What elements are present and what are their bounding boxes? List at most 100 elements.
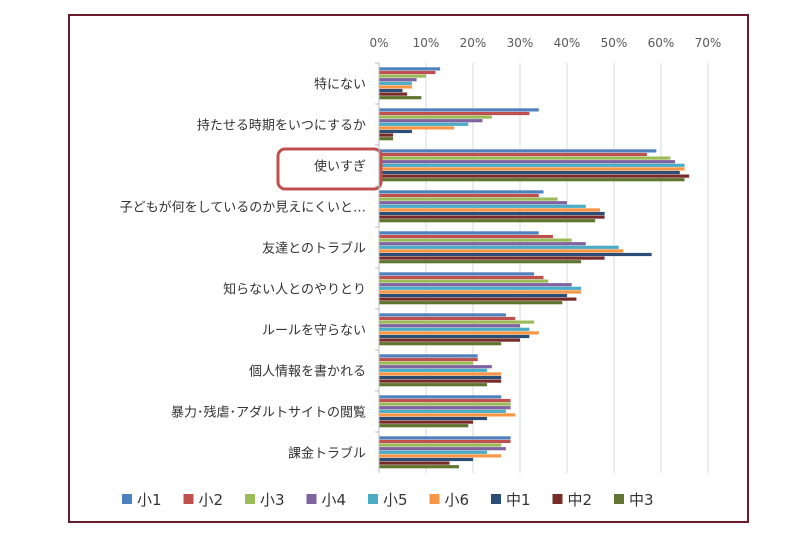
bar-小2-6 [379, 316, 516, 321]
bar-小1-0 [379, 67, 441, 71]
bar-小3-6 [379, 320, 535, 324]
bar-小1-5 [379, 272, 535, 276]
legend-label: 小4 [322, 491, 347, 509]
bar-中1-7 [379, 375, 502, 380]
bar-小6-3 [379, 208, 600, 212]
bar-中2-3 [379, 215, 605, 219]
bar-中3-7 [379, 383, 488, 387]
legend-swatch-小6 [429, 494, 440, 504]
bar-中1-2 [379, 170, 680, 175]
bar-小1-6 [379, 313, 506, 317]
bar-小5-2 [379, 163, 685, 167]
bar-小3-4 [379, 238, 572, 242]
category-label: ルールを守らない [262, 324, 366, 339]
bar-小4-7 [379, 365, 492, 369]
bar-小5-6 [379, 327, 530, 331]
bar-中2-5 [379, 297, 577, 301]
bar-小4-9 [379, 447, 506, 451]
bar-中2-9 [379, 461, 450, 465]
bar-小6-9 [379, 454, 502, 458]
bar-中1-9 [379, 457, 473, 462]
category-label: 知らない人とのやりとり [223, 282, 366, 298]
category-label: 使いすぎ [314, 159, 366, 175]
bar-中1-6 [379, 334, 530, 339]
x-tick-label: 70% [695, 36, 722, 50]
bar-小3-8 [379, 402, 511, 406]
bar-小1-9 [379, 436, 511, 440]
bar-小4-6 [379, 324, 520, 328]
legend-label: 小1 [137, 491, 162, 509]
bar-小4-8 [379, 406, 511, 410]
bar-中1-5 [379, 293, 567, 298]
bar-小6-6 [379, 331, 539, 335]
bar-小2-9 [379, 439, 511, 444]
legend-swatch-小3 [245, 494, 255, 504]
bar-中2-7 [379, 379, 502, 383]
bar-中3-9 [379, 465, 459, 469]
bar-小4-5 [379, 283, 572, 287]
bar-中1-3 [379, 211, 605, 216]
bar-小6-1 [379, 126, 455, 130]
x-tick-label: 20% [460, 36, 487, 50]
bar-小2-0 [379, 70, 436, 75]
bar-小4-2 [379, 160, 676, 164]
legend-label: 中3 [629, 491, 654, 509]
legend-swatch-中1 [491, 494, 501, 504]
bar-中3-0 [379, 96, 422, 100]
x-tick-label: 30% [507, 36, 534, 50]
legend-label: 小3 [260, 491, 285, 509]
bar-小5-5 [379, 286, 582, 290]
bar-小3-5 [379, 279, 549, 283]
bar-中2-4 [379, 256, 605, 260]
x-tick-label: 50% [601, 36, 628, 50]
bar-小6-4 [379, 249, 624, 253]
bar-小1-3 [379, 190, 544, 194]
bar-小2-7 [379, 357, 478, 362]
bar-中3-4 [379, 260, 582, 264]
bar-小6-2 [379, 167, 685, 171]
legend-label: 小2 [199, 491, 224, 509]
legend-label: 中1 [506, 491, 531, 509]
legend-label: 小5 [383, 491, 408, 509]
legend-swatch-中2 [552, 494, 563, 504]
bar-中3-6 [379, 342, 502, 346]
bar-小5-4 [379, 245, 619, 249]
bar-小5-8 [379, 409, 506, 413]
bar-小2-4 [379, 234, 553, 239]
legend-label: 小6 [445, 491, 470, 509]
category-label: 個人情報を書かれる [249, 365, 366, 380]
category-label: 特にない [314, 78, 366, 93]
legend-swatch-中3 [614, 494, 624, 504]
category-label: 子どもが何をしているのか見えにくいと… [120, 200, 366, 216]
x-tick-label: 40% [554, 36, 581, 50]
legend-swatch-小2 [183, 494, 194, 504]
bar-中1-4 [379, 252, 652, 257]
bar-小1-1 [379, 108, 539, 112]
bar-中2-8 [379, 420, 473, 424]
bar-小3-2 [379, 156, 671, 160]
legend-swatch-小4 [306, 494, 317, 504]
bar-中1-0 [379, 88, 403, 93]
bar-小2-8 [379, 398, 511, 403]
bar-中3-8 [379, 424, 469, 428]
bar-小4-1 [379, 119, 483, 123]
bar-中2-1 [379, 133, 394, 137]
bar-小3-7 [379, 361, 473, 365]
bar-小5-7 [379, 368, 488, 372]
legend-swatch-小1 [122, 494, 132, 504]
bar-中2-6 [379, 338, 520, 342]
bar-中3-3 [379, 219, 596, 223]
bar-中1-8 [379, 416, 488, 421]
bar-小3-0 [379, 74, 426, 78]
bar-小5-1 [379, 122, 469, 126]
bar-中3-1 [379, 137, 394, 141]
bar-中3-5 [379, 301, 563, 305]
category-label: 持たせる時期をいつにするか [197, 119, 366, 134]
bar-小1-4 [379, 231, 539, 235]
bar-中1-1 [379, 129, 412, 134]
bar-小2-2 [379, 152, 647, 157]
bar-小6-0 [379, 85, 412, 89]
bar-小1-7 [379, 354, 478, 358]
bar-小3-9 [379, 443, 502, 447]
